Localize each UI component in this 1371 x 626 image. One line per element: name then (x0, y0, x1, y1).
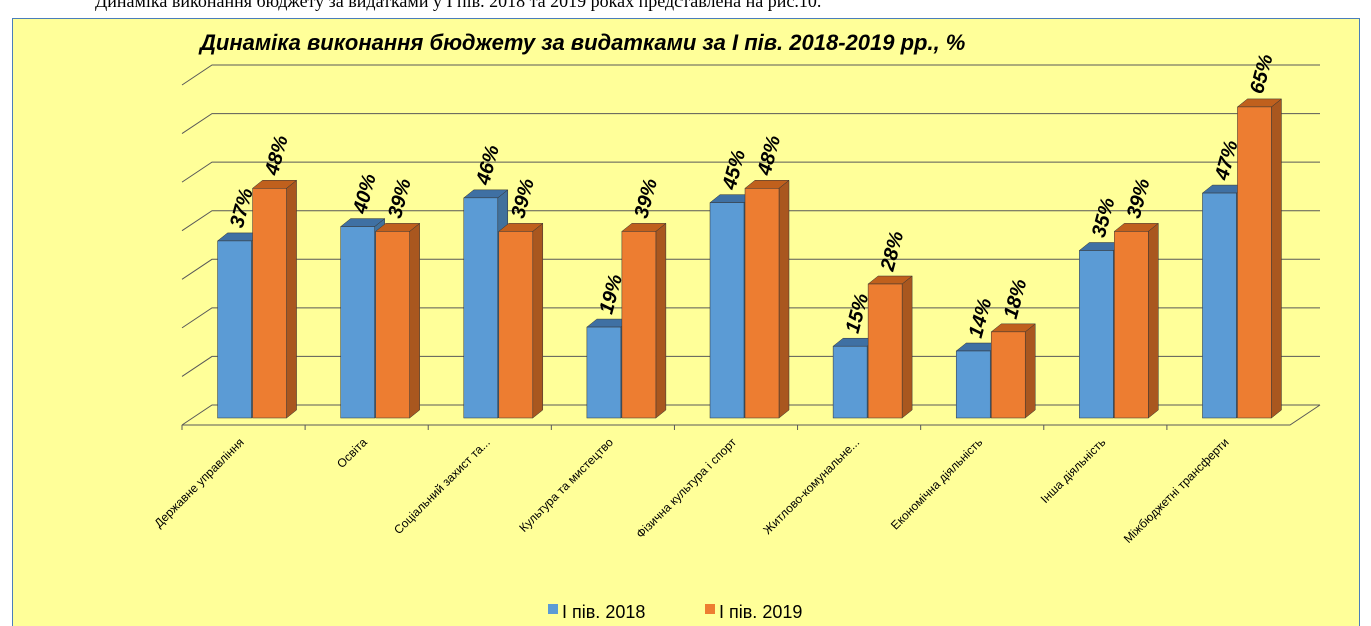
bar (990, 323, 1036, 419)
bar-face (375, 231, 410, 419)
bar-face (1114, 231, 1149, 419)
bar (1113, 222, 1160, 419)
bar-face (709, 202, 745, 419)
bar (867, 275, 913, 419)
bar-face (217, 240, 252, 419)
chart-title: Динаміка виконання бюджету за видатками … (198, 30, 965, 55)
grid-line (181, 113, 1320, 134)
bar-side (778, 179, 790, 419)
grid-line (181, 404, 1320, 426)
bar-face (1202, 192, 1237, 419)
bar (251, 179, 298, 419)
grid-line (181, 210, 1320, 232)
legend-swatch (548, 604, 558, 614)
legend-label: І пів. 2019 (719, 602, 802, 622)
grid-line (181, 161, 1320, 183)
bar-face (955, 350, 991, 419)
bar-face (463, 197, 499, 419)
bar-face (1237, 106, 1272, 419)
bar-side (901, 275, 913, 419)
bar-face (498, 231, 534, 419)
bar-side (1148, 222, 1159, 419)
bar (498, 222, 544, 419)
bar-face (990, 331, 1026, 419)
bar-face (744, 188, 780, 419)
bar-side (1024, 323, 1036, 419)
bar (374, 222, 421, 419)
grid-line (181, 258, 1320, 280)
bar-face (621, 231, 657, 419)
bar-side (286, 179, 297, 419)
bar-face (867, 283, 903, 419)
grid-line (181, 355, 1320, 377)
bar-side (1271, 98, 1282, 419)
bar-face (252, 188, 287, 419)
bar (744, 179, 790, 419)
grid-line (181, 64, 1320, 86)
bar-side (532, 222, 544, 419)
bar (1236, 98, 1283, 419)
caption: Динаміка виконання бюджету за видатками … (95, 0, 821, 11)
bar (621, 222, 667, 419)
grid-line (181, 307, 1320, 329)
bar-face (1079, 250, 1114, 419)
legend-label: І пів. 2018 (562, 602, 645, 622)
bar-face (586, 326, 622, 419)
bar-face (340, 226, 375, 419)
bar-side (655, 222, 667, 419)
legend-swatch (705, 604, 715, 614)
bar-side (409, 222, 420, 419)
bar-face (832, 345, 868, 419)
